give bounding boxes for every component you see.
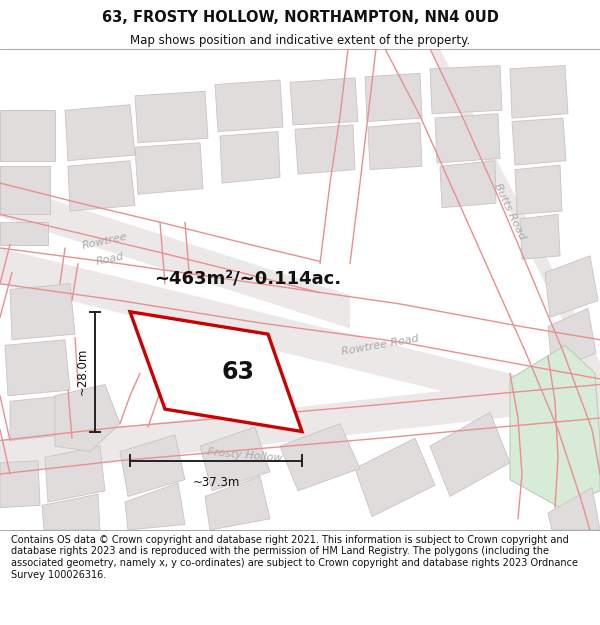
Polygon shape xyxy=(65,105,135,161)
Text: 63: 63 xyxy=(222,359,255,384)
Polygon shape xyxy=(200,427,270,491)
Text: Butts Road: Butts Road xyxy=(493,181,527,241)
Polygon shape xyxy=(355,438,435,517)
Text: Rowtree: Rowtree xyxy=(81,231,129,251)
Text: Map shows position and indicative extent of the property.: Map shows position and indicative extent… xyxy=(130,34,470,47)
Polygon shape xyxy=(68,161,135,211)
Polygon shape xyxy=(215,80,283,132)
Polygon shape xyxy=(135,91,208,142)
Polygon shape xyxy=(515,165,562,214)
Polygon shape xyxy=(365,49,600,396)
Text: Rowtree Road: Rowtree Road xyxy=(341,334,419,357)
Polygon shape xyxy=(510,66,568,118)
Polygon shape xyxy=(368,122,422,169)
Polygon shape xyxy=(5,340,70,396)
Polygon shape xyxy=(0,222,48,244)
Polygon shape xyxy=(0,183,350,329)
Polygon shape xyxy=(435,114,500,163)
Polygon shape xyxy=(220,132,280,183)
Polygon shape xyxy=(0,373,600,474)
Text: ~463m²/~0.114ac.: ~463m²/~0.114ac. xyxy=(154,269,341,287)
Polygon shape xyxy=(430,66,502,114)
Polygon shape xyxy=(440,161,496,208)
Polygon shape xyxy=(125,483,185,530)
Polygon shape xyxy=(0,166,50,214)
Polygon shape xyxy=(512,118,566,165)
Polygon shape xyxy=(0,110,55,161)
Polygon shape xyxy=(510,346,600,508)
Polygon shape xyxy=(10,284,75,340)
Polygon shape xyxy=(45,446,105,502)
Polygon shape xyxy=(135,142,203,194)
Text: ~28.0m: ~28.0m xyxy=(76,348,89,396)
Polygon shape xyxy=(545,256,598,318)
Text: ~37.3m: ~37.3m xyxy=(193,476,239,489)
Polygon shape xyxy=(548,308,596,371)
Polygon shape xyxy=(295,125,355,174)
Polygon shape xyxy=(10,396,65,441)
Polygon shape xyxy=(55,384,120,452)
Polygon shape xyxy=(205,476,270,530)
Text: Road: Road xyxy=(95,251,125,267)
Text: 63, FROSTY HOLLOW, NORTHAMPTON, NN4 0UD: 63, FROSTY HOLLOW, NORTHAMPTON, NN4 0UD xyxy=(101,10,499,25)
Polygon shape xyxy=(520,214,560,259)
Text: Frosty Hollow: Frosty Hollow xyxy=(207,447,283,463)
Polygon shape xyxy=(290,78,358,125)
Polygon shape xyxy=(0,248,600,429)
Polygon shape xyxy=(548,488,600,530)
Polygon shape xyxy=(42,494,100,530)
Polygon shape xyxy=(120,435,185,496)
Polygon shape xyxy=(280,424,360,491)
Polygon shape xyxy=(430,412,510,496)
Polygon shape xyxy=(130,312,302,431)
Text: Contains OS data © Crown copyright and database right 2021. This information is : Contains OS data © Crown copyright and d… xyxy=(11,535,578,579)
Polygon shape xyxy=(365,73,422,121)
Polygon shape xyxy=(0,461,40,508)
